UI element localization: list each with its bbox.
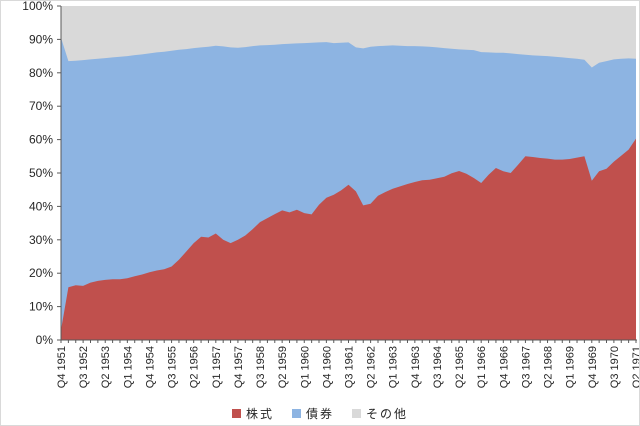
- y-axis-label: 10%: [29, 300, 53, 314]
- other-swatch-icon: [352, 408, 361, 418]
- legend-item-bonds: 債券: [291, 405, 334, 422]
- x-axis-label: Q2 1971: [631, 346, 640, 388]
- y-axis-label: 70%: [29, 99, 53, 113]
- x-axis-label: Q4 1960: [321, 346, 333, 388]
- x-axis-label: Q2 1968: [543, 346, 555, 388]
- x-axis-label: Q1 1969: [565, 346, 577, 388]
- y-axis-label: 80%: [29, 66, 53, 80]
- y-axis-label: 20%: [29, 266, 53, 280]
- legend-item-stocks: 株式: [231, 405, 274, 422]
- x-axis-label: Q1 1966: [476, 346, 488, 388]
- y-axis-label: 90%: [29, 32, 53, 46]
- x-axis-label: Q3 1955: [167, 346, 179, 388]
- x-axis-label: Q4 1951: [56, 346, 68, 388]
- x-axis-label: Q1 1957: [211, 346, 223, 388]
- x-axis-label: Q3 1967: [520, 346, 532, 388]
- x-axis-label: Q2 1962: [366, 346, 378, 388]
- y-axis-label: 100%: [22, 1, 53, 13]
- x-axis-label: Q3 1961: [344, 346, 356, 388]
- x-axis-label: Q1 1963: [388, 346, 400, 388]
- x-axis-label: Q2 1953: [100, 346, 112, 388]
- y-axis-label: 50%: [29, 166, 53, 180]
- chart-legend: 株式 債券 その他: [1, 403, 639, 423]
- stocks-swatch-icon: [231, 408, 241, 418]
- x-axis-label: Q3 1958: [255, 346, 267, 388]
- x-axis-label: Q4 1954: [145, 346, 157, 388]
- x-axis-label: Q2 1965: [454, 346, 466, 388]
- x-axis-label: Q2 1956: [189, 346, 201, 388]
- legend-label-stocks: 株式: [245, 406, 274, 421]
- y-axis-label: 0%: [36, 333, 54, 347]
- x-axis-label: Q2 1959: [277, 346, 289, 388]
- y-axis-label: 60%: [29, 133, 53, 147]
- legend-label-bonds: 債券: [305, 406, 334, 421]
- x-axis-label: Q4 1957: [233, 346, 245, 388]
- bonds-swatch-icon: [291, 408, 301, 418]
- legend-label-other: その他: [366, 406, 409, 421]
- x-axis-label: Q4 1969: [587, 346, 599, 388]
- y-axis-label: 30%: [29, 233, 53, 247]
- x-axis-label: Q4 1966: [498, 346, 510, 388]
- y-axis-label: 40%: [29, 199, 53, 213]
- x-axis-label: Q4 1963: [410, 346, 422, 388]
- x-axis-label: Q1 1954: [122, 346, 134, 388]
- x-axis-label: Q3 1970: [609, 346, 621, 388]
- x-axis-label: Q3 1964: [432, 346, 444, 388]
- x-axis-label: Q1 1960: [299, 346, 311, 388]
- x-axis-label: Q3 1952: [78, 346, 90, 388]
- legend-item-other: その他: [352, 405, 408, 422]
- area-stocks: [61, 138, 636, 340]
